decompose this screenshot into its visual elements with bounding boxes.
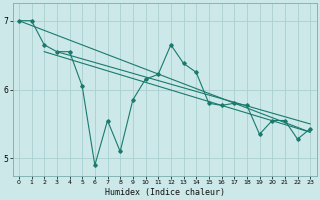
X-axis label: Humidex (Indice chaleur): Humidex (Indice chaleur) (105, 188, 225, 197)
